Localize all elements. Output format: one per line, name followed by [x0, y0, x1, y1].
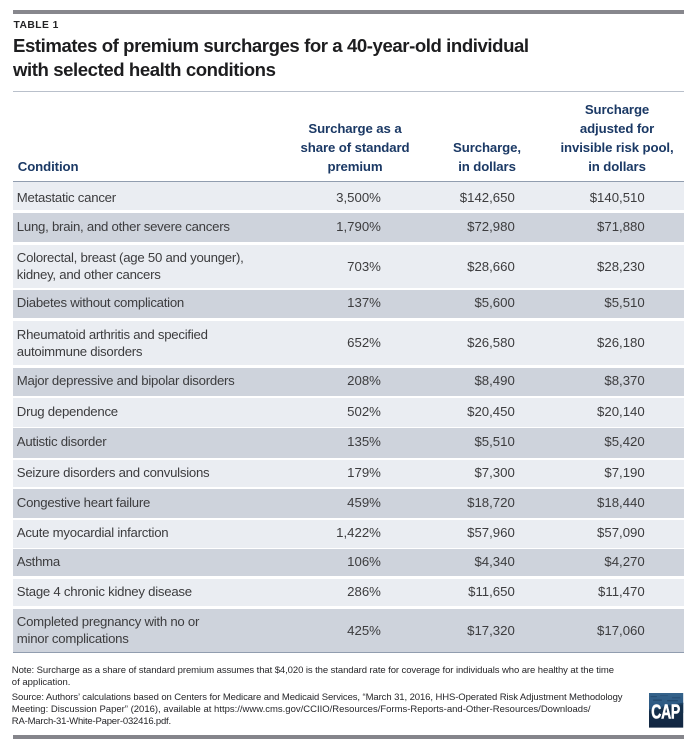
svg-text:CAP: CAP [652, 700, 681, 723]
